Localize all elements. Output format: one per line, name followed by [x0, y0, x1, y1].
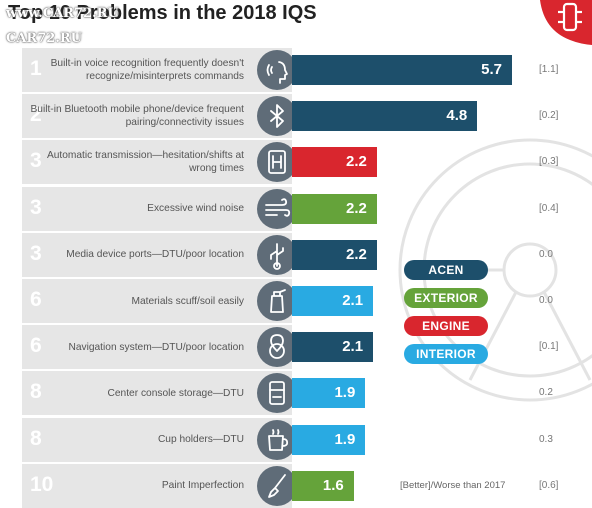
watermark-top: www.CAR72.RU [6, 6, 119, 21]
problem-label-text: Automatic transmission—hesitation/shifts… [46, 150, 244, 175]
problem-row: 6 Navigation system—DTU/poor location 2.1 [… [22, 325, 562, 370]
watermark-bottom: CAR72.RU [6, 31, 82, 46]
change-vs-2017: 0.0 [539, 295, 553, 306]
problem-row: 10 Paint Imperfection 1.6 [0.6] [22, 463, 562, 508]
value-label: 2.1 [342, 292, 364, 309]
row-background [22, 417, 292, 462]
problem-row: 1 Built-in voice recognition frequently d… [22, 48, 562, 92]
rank-number: 6 [30, 288, 42, 311]
wind-icon [257, 188, 297, 229]
legend-item-acen: ACEN [404, 260, 488, 280]
voice-recognition-icon [257, 50, 297, 90]
problem-label-text: Cup holders—DTU [157, 434, 244, 446]
bar-exterior [292, 470, 354, 501]
problem-row: 8 Cup holders—DTU 1.9 0.3 [22, 417, 562, 462]
problem-label-text: Paint Imperfection [161, 480, 244, 492]
problem-label: Center console storage—DTU [24, 371, 244, 415]
value-label: 5.7 [481, 61, 502, 78]
problem-label-text: Navigation system—DTU/poor location [68, 341, 244, 353]
change-vs-2017: [0.6] [539, 479, 559, 491]
change-vs-2017: [0.3] [539, 156, 559, 168]
legend-item-engine: ENGINE [404, 316, 488, 336]
row-background [22, 48, 292, 92]
rank-number: 8 [30, 380, 42, 404]
problem-label-text: Built-in voice recognition frequently do… [50, 58, 244, 82]
problem-label: Materials scuff/soil easily [24, 279, 244, 323]
row-background [22, 279, 292, 323]
problem-row: 8 Center console storage—DTU 1.9 0.2 [22, 371, 562, 416]
row-background [22, 186, 292, 231]
change-vs-2017: [1.1] [539, 64, 559, 75]
bar-engine [292, 147, 377, 178]
problem-label: Automatic transmission—hesitation/shifts… [24, 140, 244, 184]
paint-brush-icon [257, 465, 297, 506]
problem-label: Cup holders—DTU [24, 418, 244, 462]
problem-label: Excessive wind noise [24, 187, 244, 231]
problem-label: Paint Imperfection [24, 464, 244, 508]
problem-label-text: Media device ports—DTU/poor location [66, 249, 244, 261]
console-storage-icon [257, 373, 297, 414]
problem-label: Built-in Bluetooth mobile phone/device f… [24, 94, 244, 138]
rank-number: 8 [30, 426, 42, 450]
spray-bottle-icon [257, 281, 297, 321]
navigation-pin-icon [257, 327, 297, 368]
bar-interior [292, 286, 374, 316]
value-label: 4.8 [446, 107, 468, 125]
problem-label: Built-in voice recognition frequently do… [24, 48, 244, 92]
change-vs-2017: 0.2 [539, 387, 553, 399]
value-label: 1.6 [322, 476, 344, 494]
change-vs-2017: 0.3 [539, 433, 553, 445]
row-background [22, 94, 292, 139]
problem-row: 2 Built-in Bluetooth mobile phone/device … [22, 94, 562, 139]
problem-row: 3 Excessive wind noise 2.2 [0.4] [22, 186, 562, 231]
rank-number: 10 [30, 472, 54, 496]
problem-label-text: Center console storage—DTU [107, 387, 244, 399]
row-background [22, 140, 292, 185]
rank-number: 3 [30, 195, 42, 219]
bar-interior [292, 378, 366, 409]
row-background [22, 463, 292, 508]
problem-row: 3 Media device ports—DTU/poor location 2.2… [22, 232, 562, 277]
rank-number: 2 [30, 103, 42, 127]
problem-label-text: Excessive wind noise [147, 203, 244, 215]
problem-row: 3 Automatic transmission—hesitation/shift… [22, 140, 562, 185]
legend-item-exterior: EXTERIOR [404, 288, 488, 308]
legend-item-interior: INTERIOR [404, 344, 488, 364]
bar-interior [292, 424, 366, 455]
problem-row: 6 Materials scuff/soil easily 2.1 0.0 [22, 279, 562, 323]
change-vs-2017: [0.1] [539, 341, 559, 353]
value-label: 2.2 [346, 153, 367, 171]
row-background [22, 325, 292, 370]
bluetooth-icon [257, 96, 297, 137]
problem-label-text: Materials scuff/soil easily [131, 295, 244, 307]
value-label: 1.9 [334, 384, 356, 402]
gear-shift-icon [257, 142, 297, 183]
bar-acen [292, 332, 374, 363]
corner-badge [540, 0, 592, 45]
rank-number: 3 [30, 241, 42, 265]
value-label: 2.2 [346, 199, 367, 217]
rank-number: 6 [30, 334, 42, 358]
bar-acen [292, 239, 377, 270]
footnote: [Better]/Worse than 2017 [400, 480, 506, 491]
coffee-cup-icon [257, 419, 297, 460]
row-background [22, 371, 292, 416]
bar-exterior [292, 193, 377, 224]
value-label: 1.9 [334, 430, 356, 448]
bar-acen [292, 101, 478, 132]
usb-icon [257, 234, 297, 275]
bar-acen [292, 55, 512, 85]
value-label: 2.2 [346, 245, 367, 263]
problem-label-text: Built-in Bluetooth mobile phone/device f… [30, 104, 244, 129]
rank-number: 1 [30, 57, 42, 80]
value-label: 2.1 [342, 338, 364, 356]
problem-label: Media device ports—DTU/poor location [24, 233, 244, 277]
rank-number: 3 [30, 149, 42, 173]
row-background [22, 232, 292, 277]
change-vs-2017: [0.2] [539, 110, 559, 122]
chart-title: Top 10 Problems in the 2018 IQS [8, 2, 317, 24]
problem-label: Navigation system—DTU/poor location [24, 325, 244, 369]
change-vs-2017: [0.4] [539, 202, 559, 214]
change-vs-2017: 0.0 [539, 248, 553, 260]
